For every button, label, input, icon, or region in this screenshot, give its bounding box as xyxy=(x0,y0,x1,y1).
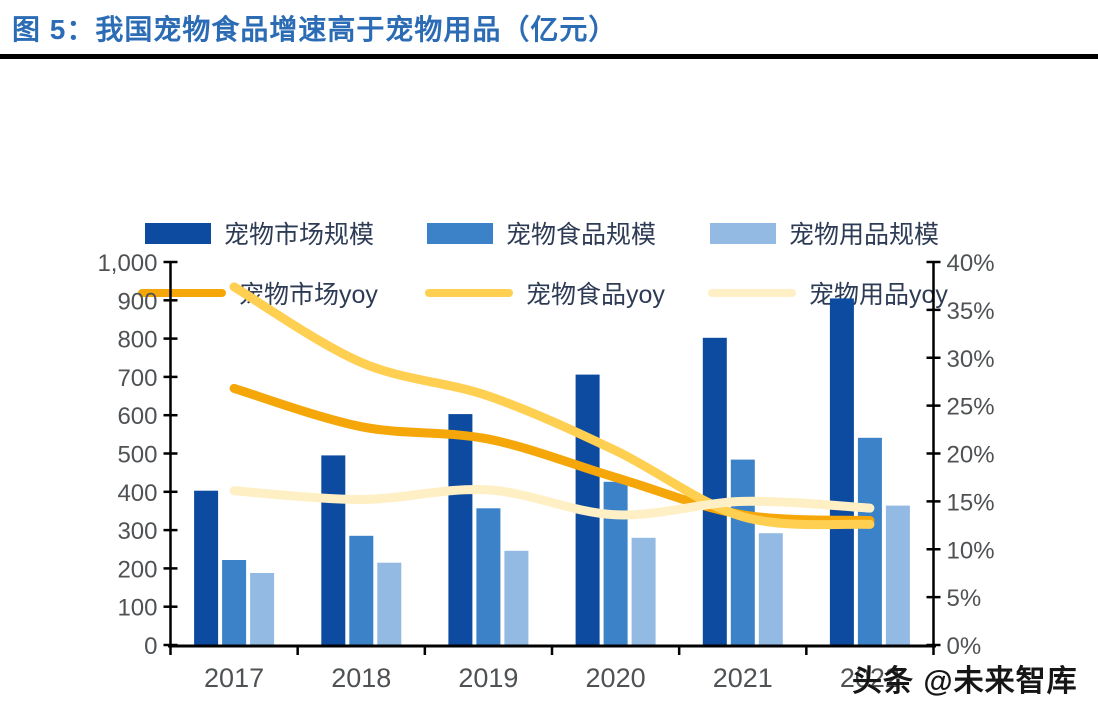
bar-s0-2018 xyxy=(321,455,346,645)
left-axis-tick-label: 500 xyxy=(117,442,157,469)
bar-s0-2017 xyxy=(194,490,219,645)
left-axis-tick-label: 400 xyxy=(117,480,157,507)
bar-s2-2021 xyxy=(758,533,783,645)
combo-chart: 0 100 200 300 400 500 600 700 800 900 1,000 0% 5% 10%… xyxy=(0,240,1098,716)
right-axis-tick-label: 0% xyxy=(947,633,982,660)
right-axis-tick-label: 25% xyxy=(947,394,995,421)
line-s1-yoy xyxy=(229,282,875,530)
left-axis-tick-label: 100 xyxy=(117,595,157,622)
bar-s2-2022 xyxy=(885,505,910,645)
legend-swatch-food-yoy xyxy=(425,289,513,297)
bar-s1-2022 xyxy=(857,437,882,645)
legend-label-market-size: 宠物市场规模 xyxy=(224,221,375,249)
x-axis-label-2018: 2018 xyxy=(331,663,391,693)
x-axis-label-2020: 2020 xyxy=(586,663,646,693)
right-axis-tick-label: 35% xyxy=(947,298,995,325)
bar-s1-2019 xyxy=(476,508,501,645)
bar-s2-2020 xyxy=(631,537,656,645)
line-s2-yoy xyxy=(229,485,875,520)
legend-swatch-supplies-size xyxy=(710,222,776,244)
bar-s1-2017 xyxy=(222,560,247,645)
bar-s0-2022 xyxy=(829,298,854,645)
figure-title: 图 5：我国宠物食品增速高于宠物用品（亿元） xyxy=(12,14,618,45)
x-axis-label-2021: 2021 xyxy=(713,663,773,693)
legend-entry-supplies-size: 宠物用品规模 xyxy=(710,218,940,249)
legend-entry-food-yoy: 宠物食品yoy xyxy=(425,278,665,309)
bar-s1-2020 xyxy=(603,481,628,645)
left-axis-tick-label: 0 xyxy=(144,633,157,660)
right-axis-tick-label: 10% xyxy=(947,537,995,564)
left-axis-tick-label: 700 xyxy=(117,365,157,392)
bar-s2-2017 xyxy=(250,573,275,645)
legend-entry-food-size: 宠物食品规模 xyxy=(427,218,657,249)
legend-swatch-market-yoy xyxy=(138,289,226,297)
legend-label-food-size: 宠物食品规模 xyxy=(506,221,657,249)
right-axis-tick-label: 15% xyxy=(947,489,995,516)
left-axis-tick-label: 200 xyxy=(117,556,157,583)
bar-s1-2021 xyxy=(730,459,755,645)
watermark: 头条 @未来智库 xyxy=(852,665,1078,698)
left-axis-tick-label: 300 xyxy=(117,518,157,545)
x-axis-label-2019: 2019 xyxy=(458,663,518,693)
left-axis-tick-label: 1,000 xyxy=(97,250,157,277)
right-axis-tick-label: 30% xyxy=(947,346,995,373)
left-axis-tick-label: 800 xyxy=(117,327,157,354)
bar-s2-2019 xyxy=(504,550,529,645)
x-axis-label-2022: 2022 xyxy=(840,663,900,693)
title-divider xyxy=(0,54,1098,59)
left-axis-tick-label: 900 xyxy=(117,288,157,315)
legend-label-food-yoy: 宠物食品yoy xyxy=(526,281,665,309)
legend-entry-market-size: 宠物市场规模 xyxy=(145,218,375,249)
left-axis-tick-label: 600 xyxy=(117,403,157,430)
chart-legend: 宠物市场规模 宠物食品规模 宠物用品规模 宠物市场yoy 宠物食品yoy 宠物用… xyxy=(0,100,1098,309)
right-axis-tick-label: 20% xyxy=(947,442,995,469)
legend-swatch-supplies-yoy xyxy=(708,289,796,297)
bar-s2-2018 xyxy=(377,562,402,645)
x-axis-label-2017: 2017 xyxy=(204,663,264,693)
legend-label-supplies-size: 宠物用品规模 xyxy=(789,221,940,249)
right-axis-tick-label: 5% xyxy=(947,585,982,612)
bar-s0-2019 xyxy=(448,414,473,645)
bar-s1-2018 xyxy=(349,535,374,645)
legend-swatch-food-size xyxy=(427,222,493,244)
right-axis-tick-label: 40% xyxy=(947,250,995,277)
legend-swatch-market-size xyxy=(145,222,211,244)
combo-chart-svg: 0 100 200 300 400 500 600 700 800 900 1,000 0% 5% 10%… xyxy=(97,250,995,693)
bar-s0-2021 xyxy=(702,337,727,645)
